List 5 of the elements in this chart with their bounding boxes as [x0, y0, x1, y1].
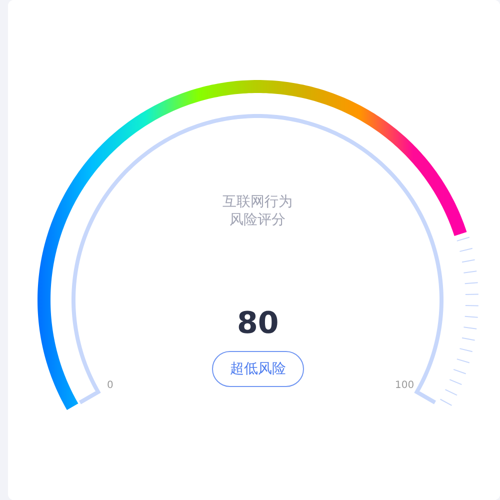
text: 超低风险 — [230, 361, 286, 377]
text: 0 — [107, 380, 114, 391]
data-label: 80 — [237, 306, 279, 341]
text: 互联网行为风险评分 — [222, 194, 292, 228]
text: 100 — [395, 380, 414, 391]
